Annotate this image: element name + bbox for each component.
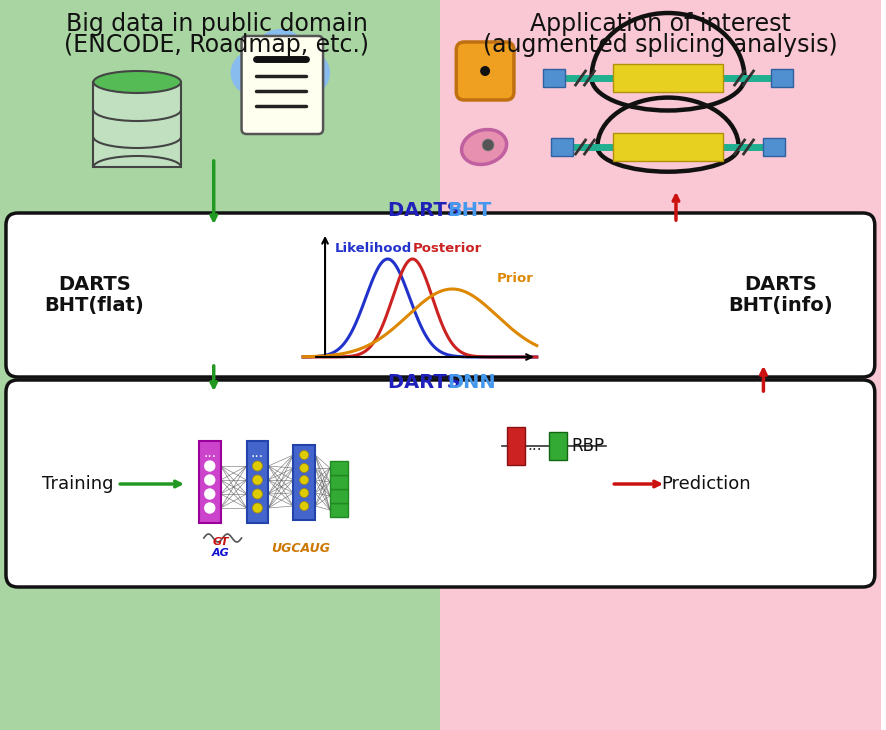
Circle shape [253, 461, 262, 471]
Bar [613, 64, 723, 92]
Bar [330, 489, 348, 503]
Bar [551, 138, 572, 156]
Text: Training: Training [42, 475, 113, 493]
Text: (augmented splicing analysis): (augmented splicing analysis) [483, 33, 837, 57]
Text: ...: ... [203, 446, 216, 460]
Bar [0, 0, 440, 730]
Text: Prediction: Prediction [661, 475, 750, 493]
Text: ...: ... [527, 439, 542, 453]
Text: DNN: DNN [447, 372, 496, 391]
Circle shape [205, 489, 214, 499]
Bar [293, 445, 315, 520]
Circle shape [299, 488, 308, 498]
Circle shape [480, 66, 490, 76]
Circle shape [482, 139, 494, 151]
Circle shape [205, 503, 214, 513]
Text: Likelihood: Likelihood [335, 242, 412, 255]
Text: DARTS
BHT(flat): DARTS BHT(flat) [44, 274, 144, 315]
Circle shape [299, 450, 308, 459]
Bar [93, 82, 181, 167]
Bar [548, 432, 567, 460]
Text: ...: ... [251, 446, 264, 460]
Circle shape [253, 475, 262, 485]
Text: Big data in public domain: Big data in public domain [66, 12, 368, 36]
Circle shape [274, 64, 311, 102]
Text: UGCAUG: UGCAUG [271, 542, 330, 555]
FancyBboxPatch shape [242, 36, 323, 134]
Bar [772, 69, 793, 87]
Text: RBP: RBP [571, 437, 605, 455]
Circle shape [299, 502, 308, 510]
Text: DARTS: DARTS [388, 201, 467, 220]
Text: DARTS
BHT(info): DARTS BHT(info) [728, 274, 833, 315]
Circle shape [299, 475, 308, 485]
Text: AG: AG [212, 548, 229, 558]
Circle shape [253, 489, 262, 499]
Ellipse shape [462, 129, 507, 164]
FancyBboxPatch shape [6, 380, 874, 587]
Bar [330, 461, 348, 475]
Text: DARTS: DARTS [388, 372, 467, 391]
Circle shape [253, 29, 308, 85]
FancyBboxPatch shape [6, 213, 874, 377]
Text: Posterior: Posterior [413, 242, 482, 255]
Circle shape [250, 64, 287, 102]
Bar [764, 138, 785, 156]
FancyBboxPatch shape [456, 42, 514, 100]
Circle shape [286, 51, 330, 95]
Circle shape [205, 475, 214, 485]
Circle shape [253, 503, 262, 513]
Bar [507, 427, 525, 465]
Circle shape [230, 51, 275, 95]
Bar [613, 133, 723, 161]
Text: BHT: BHT [447, 201, 492, 220]
Text: (ENCODE, Roadmap, etc.): (ENCODE, Roadmap, etc.) [64, 33, 369, 57]
Text: Application of interest: Application of interest [530, 12, 790, 36]
Bar [198, 441, 221, 523]
Circle shape [299, 464, 308, 472]
Bar [440, 0, 881, 730]
Bar [246, 441, 268, 523]
Ellipse shape [93, 71, 181, 93]
Text: GT: GT [213, 537, 229, 547]
Text: Prior: Prior [497, 272, 534, 285]
Bar [330, 503, 348, 517]
Bar [330, 475, 348, 489]
Circle shape [205, 461, 214, 471]
Bar [543, 69, 564, 87]
